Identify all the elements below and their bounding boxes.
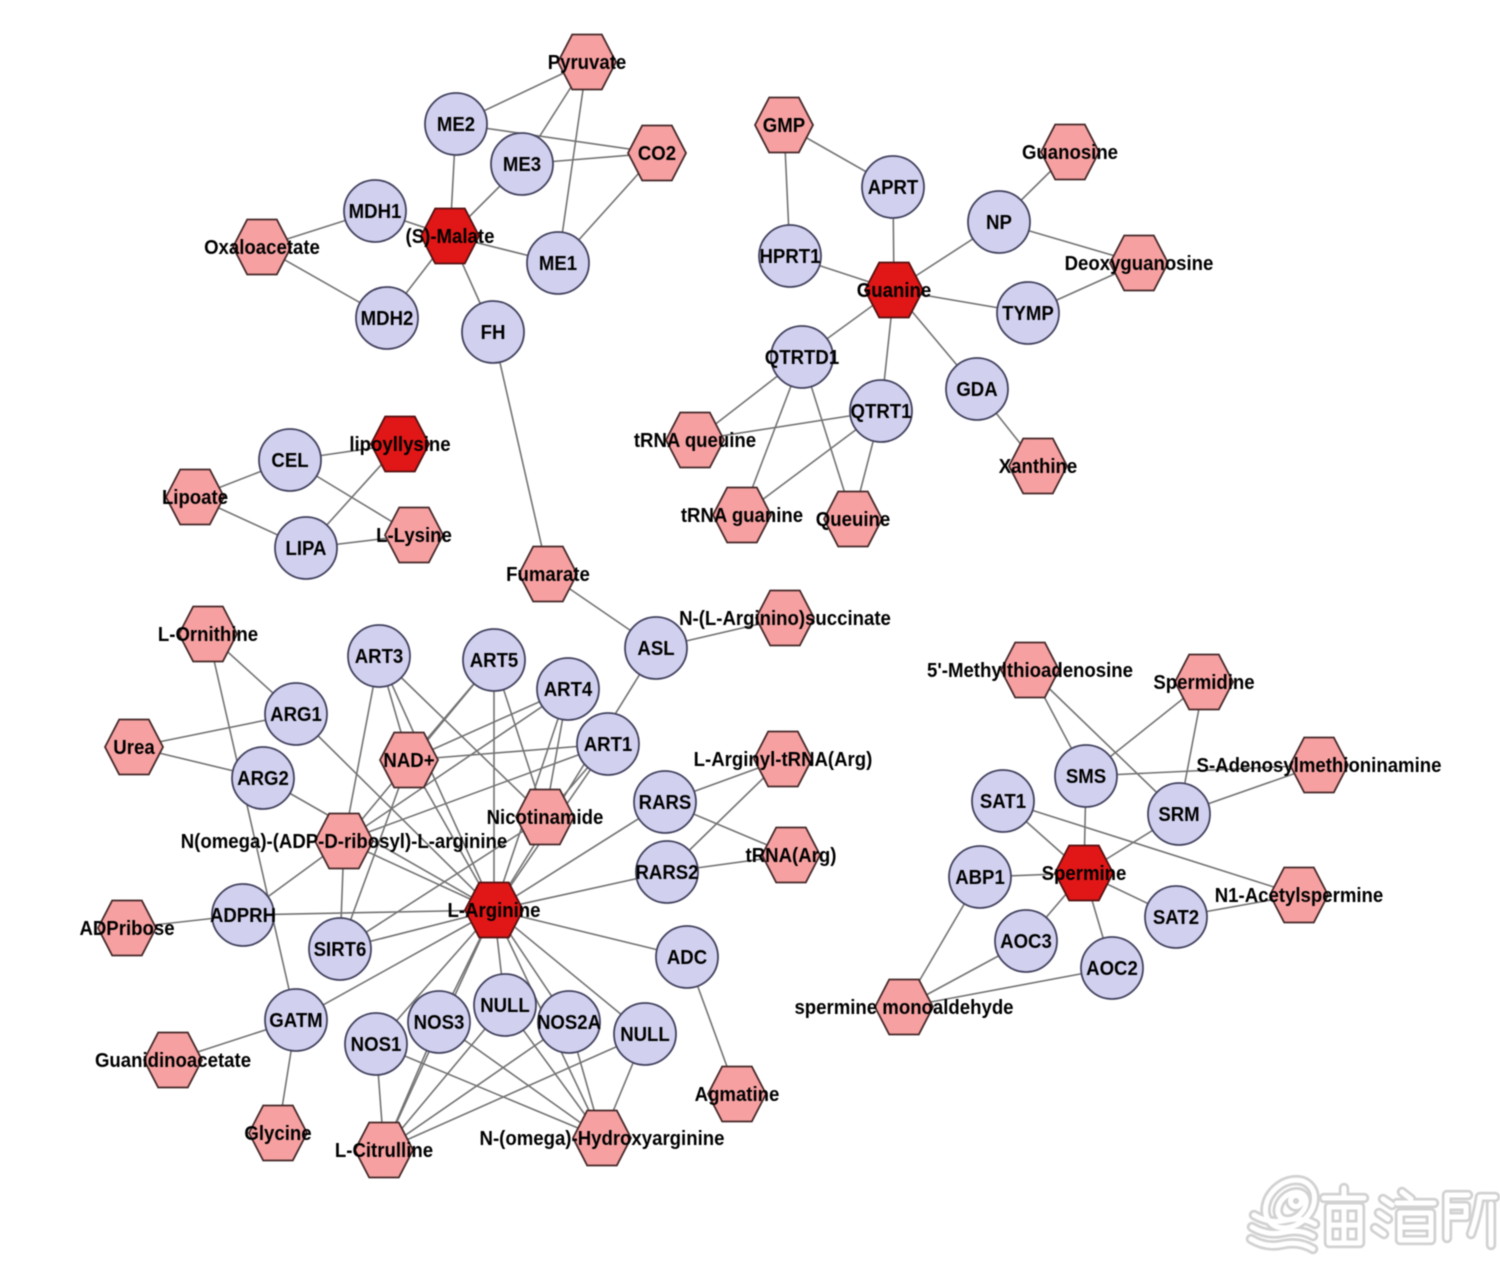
svg-text:QTRTD1: QTRTD1 (765, 347, 839, 369)
svg-text:ART3: ART3 (355, 646, 404, 668)
svg-text:Queuine: Queuine (816, 509, 890, 531)
svg-text:NOS3: NOS3 (414, 1012, 465, 1034)
svg-text:ART4: ART4 (544, 679, 593, 701)
svg-text:ART5: ART5 (470, 650, 519, 672)
svg-text:SIRT6: SIRT6 (314, 939, 367, 961)
svg-text:Spermidine: Spermidine (1153, 672, 1254, 694)
svg-text:N(omega)-(ADP-D-ribosyl)-L-arg: N(omega)-(ADP-D-ribosyl)-L-arginine (181, 831, 508, 853)
svg-text:L-Arginyl-tRNA(Arg): L-Arginyl-tRNA(Arg) (694, 749, 873, 771)
svg-text:ME1: ME1 (539, 253, 577, 275)
svg-text:Glycine: Glycine (244, 1123, 311, 1145)
svg-text:CEL: CEL (271, 450, 308, 472)
svg-text:QTRT1: QTRT1 (851, 401, 912, 423)
svg-text:NULL: NULL (480, 995, 530, 1017)
svg-text:(S)-Malate: (S)-Malate (406, 226, 495, 248)
svg-text:Agmatine: Agmatine (695, 1084, 780, 1106)
svg-text:SAT2: SAT2 (1153, 907, 1199, 929)
svg-text:ADC: ADC (667, 947, 707, 969)
svg-text:NOS1: NOS1 (351, 1034, 402, 1056)
svg-text:ADPribose: ADPribose (79, 918, 174, 940)
svg-text:NOS2A: NOS2A (537, 1012, 601, 1034)
svg-text:HPRT1: HPRT1 (760, 246, 821, 268)
svg-text:lipoyllysine: lipoyllysine (349, 434, 450, 456)
svg-text:ME2: ME2 (437, 114, 475, 136)
svg-text:APRT: APRT (868, 177, 919, 199)
svg-text:ME3: ME3 (503, 154, 541, 176)
svg-text:Oxaloacetate: Oxaloacetate (204, 237, 320, 259)
svg-text:AOC2: AOC2 (1086, 958, 1138, 980)
svg-text:Guanidinoacetate: Guanidinoacetate (95, 1050, 251, 1072)
svg-text:Pyruvate: Pyruvate (548, 52, 627, 74)
svg-text:CO2: CO2 (638, 143, 676, 165)
svg-text:GATM: GATM (269, 1010, 322, 1032)
svg-text:tRNA queuine: tRNA queuine (634, 430, 756, 452)
svg-text:SRM: SRM (1158, 804, 1199, 826)
svg-text:Spermine: Spermine (1042, 863, 1127, 885)
svg-text:Guanosine: Guanosine (1022, 142, 1118, 164)
svg-text:GMP: GMP (763, 115, 805, 137)
svg-text:Guanine: Guanine (857, 280, 931, 302)
svg-text:SAT1: SAT1 (980, 791, 1026, 813)
svg-text:AOC3: AOC3 (1000, 931, 1052, 953)
svg-text:Xanthine: Xanthine (999, 456, 1078, 478)
svg-text:ART1: ART1 (584, 734, 633, 756)
svg-text:MDH2: MDH2 (361, 308, 414, 330)
svg-text:NULL: NULL (620, 1024, 670, 1046)
svg-text:TYMP: TYMP (1002, 303, 1054, 325)
svg-text:spermine monoaldehyde: spermine monoaldehyde (794, 997, 1013, 1019)
svg-text:tRNA guanine: tRNA guanine (681, 505, 803, 527)
svg-text:ARG1: ARG1 (270, 704, 322, 726)
svg-text:tRNA(Arg): tRNA(Arg) (746, 845, 837, 867)
svg-text:L-Lysine: L-Lysine (376, 525, 452, 547)
svg-text:Fumarate: Fumarate (506, 564, 590, 586)
svg-text:ASL: ASL (637, 638, 674, 660)
svg-text:L-Ornithine: L-Ornithine (158, 624, 258, 646)
svg-text:Urea: Urea (113, 737, 155, 759)
svg-text:5'-Methylthioadenosine: 5'-Methylthioadenosine (927, 660, 1133, 682)
svg-text:RARS2: RARS2 (635, 862, 698, 884)
svg-text:N-(L-Arginino)succinate: N-(L-Arginino)succinate (679, 608, 891, 630)
svg-text:FH: FH (481, 322, 506, 344)
svg-text:Lipoate: Lipoate (162, 487, 228, 509)
svg-text:NAD+: NAD+ (383, 750, 434, 772)
svg-text:LIPA: LIPA (286, 538, 327, 560)
svg-text:ADPRH: ADPRH (210, 905, 276, 927)
svg-text:Nicotinamide: Nicotinamide (487, 807, 604, 829)
svg-text:L-Arginine: L-Arginine (448, 900, 541, 922)
svg-text:Deoxyguanosine: Deoxyguanosine (1065, 253, 1214, 275)
svg-text:MDH1: MDH1 (349, 201, 402, 223)
svg-text:ABP1: ABP1 (955, 867, 1005, 889)
svg-text:N1-Acetylspermine: N1-Acetylspermine (1215, 885, 1384, 907)
svg-text:RARS: RARS (639, 792, 692, 814)
svg-text:SMS: SMS (1066, 766, 1106, 788)
svg-text:S-Adenosylmethioninamine: S-Adenosylmethioninamine (1197, 755, 1442, 777)
svg-text:L-Citrulline: L-Citrulline (335, 1140, 433, 1162)
svg-text:N-(omega)-Hydroxyarginine: N-(omega)-Hydroxyarginine (480, 1128, 725, 1150)
svg-text:GDA: GDA (956, 379, 997, 401)
svg-text:NP: NP (986, 212, 1012, 234)
svg-text:ARG2: ARG2 (237, 768, 289, 790)
